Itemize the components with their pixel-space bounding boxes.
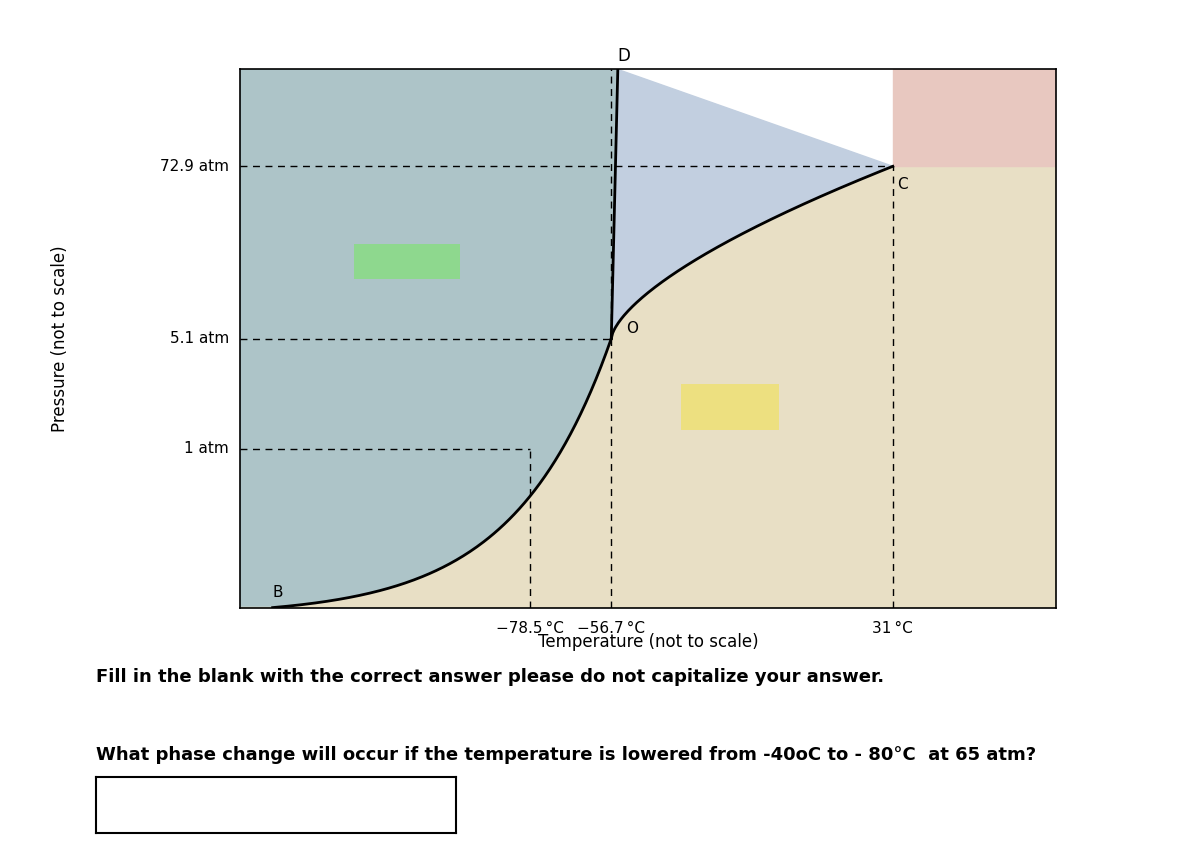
- Text: B: B: [272, 585, 283, 600]
- Polygon shape: [240, 69, 1056, 608]
- Text: 72.9 atm: 72.9 atm: [160, 159, 229, 174]
- Text: Pressure (not to scale): Pressure (not to scale): [50, 245, 70, 432]
- Text: 31 °C: 31 °C: [872, 621, 913, 636]
- Text: 5.1 atm: 5.1 atm: [169, 331, 229, 346]
- Text: Fill in the blank with the correct answer please do not capitalize your answer.: Fill in the blank with the correct answe…: [96, 668, 884, 686]
- Text: −56.7 °C: −56.7 °C: [577, 621, 646, 636]
- Text: 1 atm: 1 atm: [184, 441, 229, 457]
- X-axis label: Temperature (not to scale): Temperature (not to scale): [538, 633, 758, 651]
- Text: C: C: [896, 177, 907, 192]
- Polygon shape: [893, 69, 1056, 167]
- Text: −78.5 °C: −78.5 °C: [496, 621, 564, 636]
- Bar: [680, 385, 779, 430]
- Text: What phase change will occur if the temperature is lowered from -40oC to - 80°C : What phase change will occur if the temp…: [96, 746, 1036, 764]
- Text: O: O: [626, 321, 638, 336]
- Polygon shape: [240, 69, 618, 608]
- Text: D: D: [618, 48, 631, 65]
- Polygon shape: [611, 69, 893, 339]
- Bar: [354, 245, 461, 279]
